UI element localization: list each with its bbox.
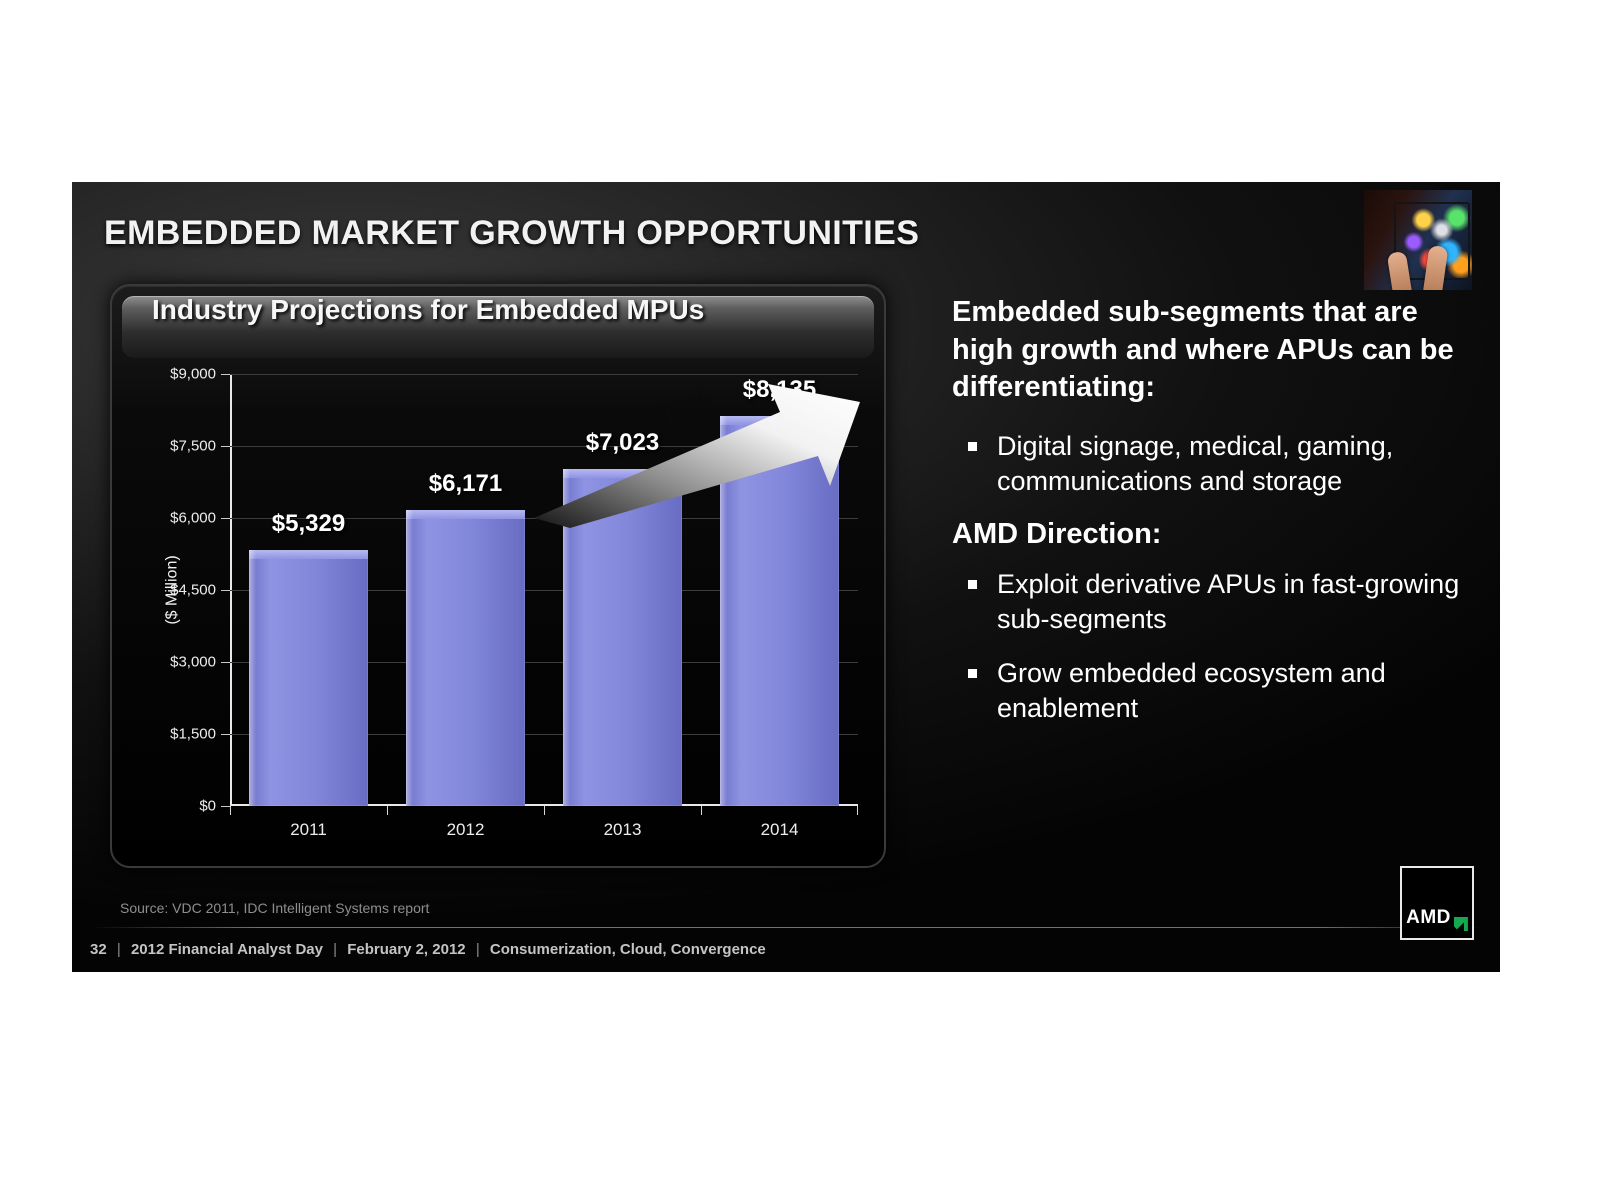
y-axis-tick-label: $9,000: [170, 365, 216, 383]
photo-surface: [1364, 190, 1472, 290]
x-axis-tick: [387, 806, 388, 815]
x-axis-tick: [544, 806, 545, 815]
bar: [248, 550, 369, 806]
bar: [562, 468, 683, 806]
amd-green-arrow-icon: [1453, 917, 1468, 931]
bar: [405, 509, 526, 806]
x-axis-tick: [701, 806, 702, 815]
list-item: Exploit derivative APUs in fast-growing …: [952, 567, 1472, 638]
gridline: [230, 734, 858, 735]
y-axis-tick: [221, 518, 230, 519]
secondary-bullet-list: Exploit derivative APUs in fast-growing …: [952, 567, 1472, 726]
primary-bullet-list: Digital signage, medical, gaming, commun…: [952, 429, 1472, 500]
bar-chart-plot-area: ($ Million) $0 $1,500 $3,000 $4,500 $6,000 $7…: [164, 366, 860, 839]
y-axis-tick: [221, 734, 230, 735]
page-title: EMBEDDED MARKET GROWTH OPPORTUNITIES: [104, 214, 920, 252]
bar-value-label: $5,329: [271, 510, 346, 538]
tablet-hands-photo-icon: [1364, 190, 1472, 290]
bullet-square-icon: [968, 668, 977, 678]
footer-divider: [90, 927, 1482, 928]
list-item: Digital signage, medical, gaming, commun…: [952, 429, 1472, 500]
x-axis-tick-label: 2012: [446, 820, 485, 839]
amd-logo: AMD: [1400, 866, 1474, 940]
lead-statement: Embedded sub-segments that are high grow…: [952, 296, 1454, 404]
bar-slot: $6,171 2012: [387, 374, 544, 839]
y-axis-tick: [221, 374, 230, 375]
bar-value-label: $8,135: [742, 375, 817, 403]
x-axis-tick-label: 2013: [603, 820, 642, 839]
bar-highlight: [248, 550, 256, 806]
footer-theme: Consumerization, Cloud, Convergence: [489, 941, 766, 958]
gridline: [230, 662, 858, 663]
bar-highlight: [562, 468, 570, 806]
x-axis-tick-label: 2014: [760, 820, 799, 839]
bar-top-cap: [562, 468, 683, 478]
y-axis-tick-label: $7,500: [170, 437, 216, 455]
x-axis-tick: [230, 806, 231, 815]
bar-top-cap: [405, 509, 526, 519]
y-axis-tick-label: $0: [199, 797, 216, 815]
x-axis-line: [230, 804, 858, 806]
source-note: Source: VDC 2011, IDC Intelligent System…: [120, 900, 430, 916]
footer-separator-3: |: [475, 941, 480, 958]
chart-card: Industry Projections for Embedded MPUs (…: [110, 284, 886, 868]
bar-slot: $5,329 2011: [230, 374, 387, 839]
amd-direction-heading: AMD Direction:: [952, 517, 1162, 550]
x-axis-tick-label: 2011: [290, 820, 327, 839]
y-axis-tick: [221, 590, 230, 591]
y-axis-tick-label: $4,500: [170, 581, 216, 599]
x-axis-tick: [857, 806, 858, 815]
bar-top-cap: [248, 550, 369, 560]
list-item: Grow embedded ecosystem and enablement: [952, 656, 1472, 727]
list-item-text: Digital signage, medical, gaming, commun…: [997, 431, 1394, 497]
y-axis-tick-label: $1,500: [170, 725, 216, 743]
chart-title-bar: [122, 296, 874, 358]
gridline: [230, 374, 858, 375]
bar-value-label: $7,023: [585, 428, 660, 456]
bar-highlight: [405, 509, 413, 806]
bar-value-label: $6,171: [428, 469, 503, 497]
list-item-text: Grow embedded ecosystem and enablement: [997, 657, 1386, 723]
footer-text: 32 | 2012 Financial Analyst Day | Februa…: [90, 941, 766, 958]
footer-separator-2: |: [333, 941, 338, 958]
y-axis-tick-label: $3,000: [170, 653, 216, 671]
y-axis-tick: [221, 662, 230, 663]
commentary-column: Embedded sub-segments that are high grow…: [952, 294, 1472, 744]
bar: [719, 415, 840, 806]
bar-slot: $7,023 2013: [544, 374, 701, 839]
presentation-slide: EMBEDDED MARKET GROWTH OPPORTUNITIES Ind…: [72, 182, 1500, 972]
bar-highlight: [719, 415, 727, 806]
bar-top-cap: [719, 415, 840, 425]
gridline: [230, 590, 858, 591]
footer-event: 2012 Financial Analyst Day: [130, 941, 323, 958]
bar-slot: $8,135 2014: [701, 374, 858, 839]
bullet-square-icon: [968, 442, 977, 452]
y-axis-tick-label: $6,000: [170, 509, 216, 527]
bullet-square-icon: [968, 579, 977, 589]
footer-date: February 2, 2012: [347, 941, 466, 958]
chart-title: Industry Projections for Embedded MPUs: [152, 294, 705, 325]
amd-wordmark: AMD: [1406, 907, 1451, 928]
list-item-text: Exploit derivative APUs in fast-growing …: [997, 568, 1460, 635]
y-axis-tick: [221, 806, 230, 807]
footer-separator-1: |: [116, 941, 121, 958]
footer-page-number: 32: [90, 941, 107, 958]
y-axis-tick: [221, 446, 230, 447]
